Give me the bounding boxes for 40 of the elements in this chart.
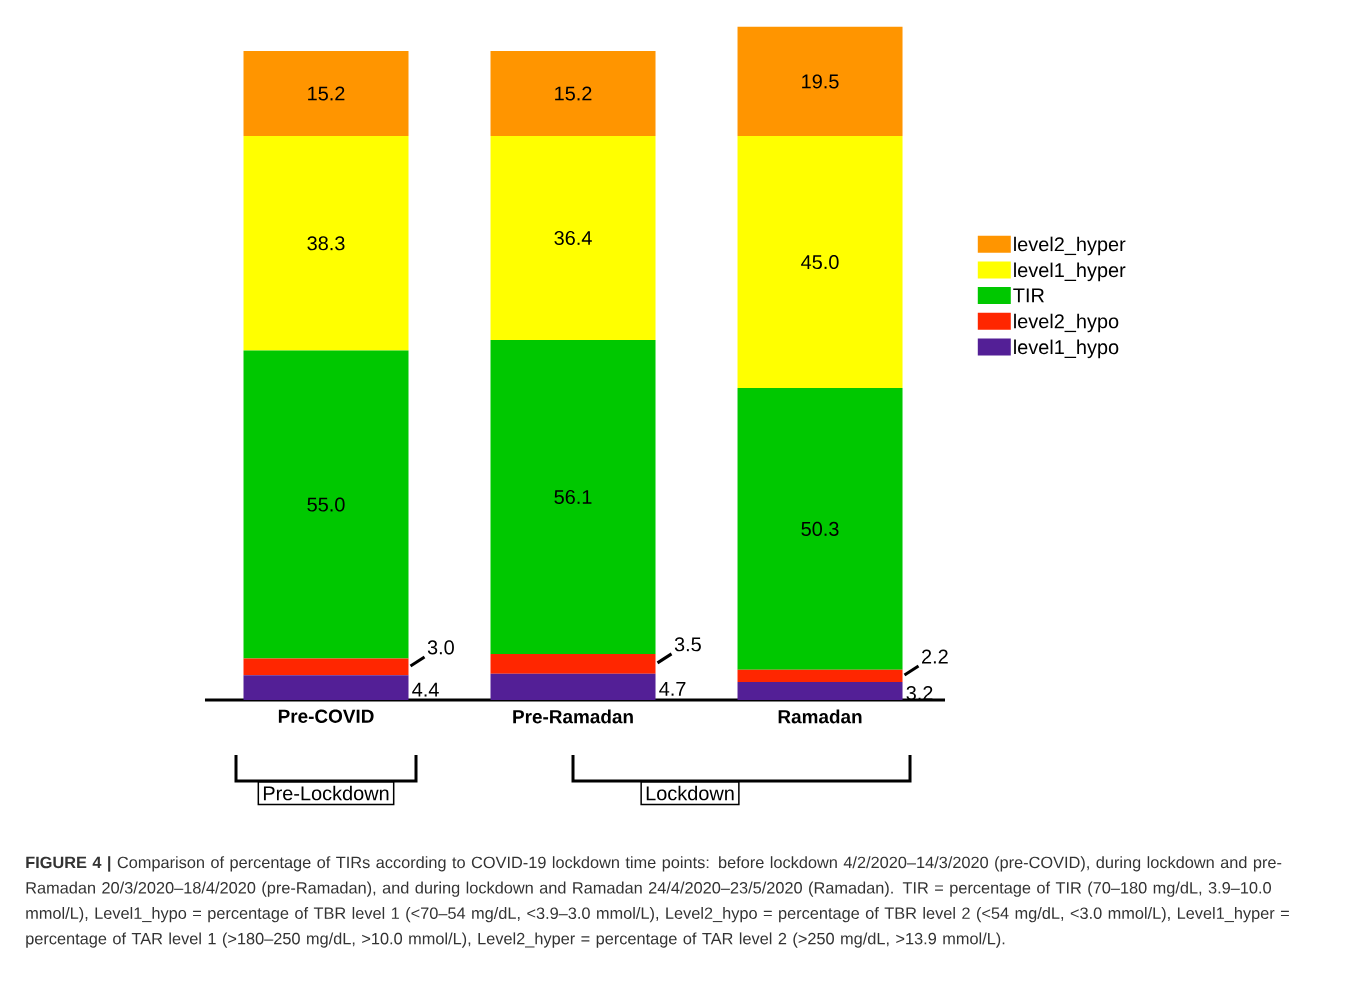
bar — [737, 669, 903, 683]
data-label: 3.5 — [674, 637, 701, 652]
legend-label: level2_hypo — [1014, 313, 1119, 333]
bar — [243, 50, 409, 137]
bar — [737, 682, 903, 700]
x-tick-label: Pre-Ramadan — [513, 709, 633, 724]
bar — [490, 654, 656, 674]
data-label: 50.3 — [801, 521, 839, 536]
bar — [737, 388, 903, 670]
data-label: 4.7 — [659, 681, 686, 696]
bar — [737, 26, 903, 137]
text: Lockdown — [646, 785, 734, 801]
bar — [243, 658, 409, 676]
bar — [243, 350, 409, 659]
x-tick-label: Pre-COVID — [278, 709, 374, 723]
data-label: 38.3 — [307, 236, 345, 251]
bar — [243, 675, 409, 700]
data-label: 36.4 — [554, 230, 592, 246]
data-label: 56.1 — [554, 489, 592, 505]
data-label: 45.0 — [801, 255, 839, 270]
data-label: 19.5 — [802, 74, 839, 89]
bar — [490, 673, 656, 700]
data-label: 15.2 — [555, 86, 592, 101]
legend-label: level2_hyper — [1014, 236, 1126, 256]
bar — [243, 136, 409, 351]
data-label: 3.0 — [427, 640, 454, 655]
bar — [490, 50, 656, 137]
data-label: 15.2 — [308, 86, 345, 101]
legend-label: level1_hypo — [1014, 339, 1119, 359]
text: FIGURE 4 | Comparison of percentage of TIRs according to COVID-19 lockdown time points: before lockdown 4/2/2020–14/3/2020 (pre-COVID), during lockdown and pre-Ramadan 20/3/2020–18/4/2020 (pre-Ramadan), and during lockdown and Ramadan 24/4/2020–23/5/2020 (Ramadan). TIR = percentage of TIR (70–180 mg/dL, 3.9–10.0 mmol/L), Level1_hypo = percentage of TBR level 1 (<70–54 mg/dL, <3.9–3.0 mmol/L), Level2_hypo = percentage of TBR level 2 (<54 mg/dL, <3.0 mmol/L), Level1_hyper = percentage of TAR level 1 (>180–250 mg/dL, >10.0 mmol/L), Level2_hyper = percentage of TAR level 2 (>250 mg/dL, >13.9 mmol/L). — [26, 856, 1289, 948]
data-label: 55.0 — [307, 497, 345, 512]
data-label: 2.2 — [922, 649, 948, 664]
legend-label: level1_hyper — [1014, 262, 1126, 282]
bar — [490, 339, 656, 655]
bar — [737, 136, 903, 389]
bar — [490, 136, 656, 340]
data-label: 4.4 — [412, 682, 439, 697]
legend-label: TIR — [1013, 288, 1044, 303]
text: Pre-Lockdown — [263, 785, 389, 801]
x-tick-label: Ramadan — [778, 709, 862, 724]
